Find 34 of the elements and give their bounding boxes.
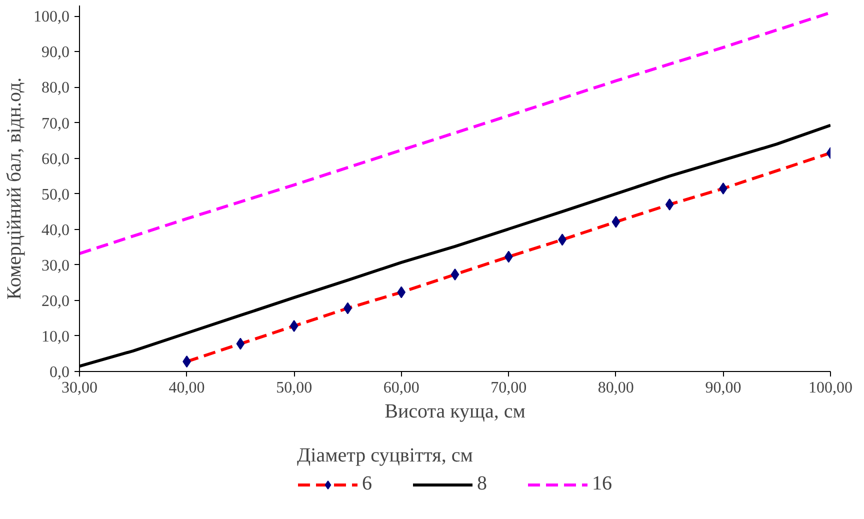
y-tick-label: 40,0 [42, 222, 70, 239]
x-tick-label: 30,00 [62, 380, 98, 396]
x-tick-label: 60,00 [383, 380, 420, 396]
line-series [80, 11, 830, 256]
y-tick-label: 10,0 [42, 328, 70, 346]
y-tick-label: 50,0 [42, 186, 70, 204]
x-tick-label: 50,00 [276, 380, 312, 396]
x-tick-label: 90,00 [705, 380, 742, 396]
x-tick-label: 80,00 [598, 380, 634, 396]
x-tick-label: 70,00 [490, 380, 527, 396]
x-tick-label: 40,00 [168, 380, 205, 396]
legend-label: 16 [592, 472, 612, 496]
point [290, 320, 298, 332]
point [236, 338, 245, 350]
point [719, 182, 728, 194]
point [612, 216, 620, 228]
legend-label: 8 [477, 472, 488, 496]
x-tick-label: 100,00 [808, 380, 852, 396]
y-tick-label: 20,0 [42, 292, 70, 310]
legend-title: Діаметр суцвіття, см [297, 444, 474, 468]
y-tick-label: 70,0 [42, 115, 70, 132]
point [665, 198, 674, 210]
point [504, 250, 513, 263]
x-axis-title: Висота куща, см [384, 400, 526, 422]
point [450, 268, 460, 280]
y-tick-label: 80,0 [42, 80, 70, 97]
y-tick-label: 30,0 [42, 257, 70, 274]
y-tick-label: 90,0 [42, 44, 70, 62]
legend-label: 6 [362, 472, 373, 496]
y-axis-title: Комерційний бал, відн.од. [4, 77, 26, 300]
point [397, 286, 406, 298]
y-tick-label: 60,0 [42, 150, 70, 168]
y-tick-label: 0,0 [50, 364, 70, 381]
y-tick-label: 100,0 [34, 8, 70, 26]
